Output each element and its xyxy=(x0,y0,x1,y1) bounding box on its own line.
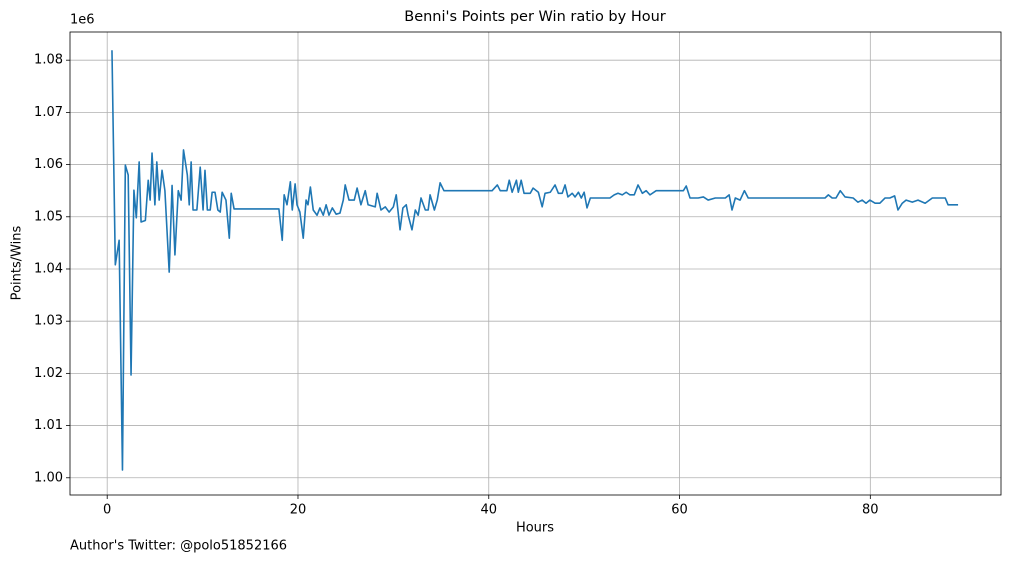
y-axis-label: Points/Wins xyxy=(10,225,25,300)
y-offset-label: 1e6 xyxy=(70,13,95,28)
y-tick-label: 1.02 xyxy=(34,366,63,381)
chart-title: Benni's Points per Win ratio by Hour xyxy=(404,9,666,25)
line xyxy=(111,50,959,471)
y-tick-label: 1.01 xyxy=(34,418,63,433)
y-tick-label: 1.05 xyxy=(34,209,63,224)
x-tick-label: 20 xyxy=(290,503,307,518)
annotation: Author's Twitter: @polo51852166 xyxy=(70,539,287,554)
x-tick-label: 80 xyxy=(862,503,879,518)
y-tick-label: 1.03 xyxy=(34,314,63,329)
x-tick-label: 60 xyxy=(671,503,688,518)
y-tick-label: 1.06 xyxy=(34,157,63,172)
y-tick-label: 1.00 xyxy=(34,470,63,485)
y-tick-label: 1.04 xyxy=(34,261,63,276)
y-tick-label: 1.07 xyxy=(34,105,63,120)
x-tick-label: 40 xyxy=(480,503,497,518)
x-axis-label: Hours xyxy=(516,521,554,536)
x-tick-label: 0 xyxy=(103,503,111,518)
plot-frame xyxy=(69,31,1002,496)
y-tick-label: 1.08 xyxy=(34,53,63,68)
